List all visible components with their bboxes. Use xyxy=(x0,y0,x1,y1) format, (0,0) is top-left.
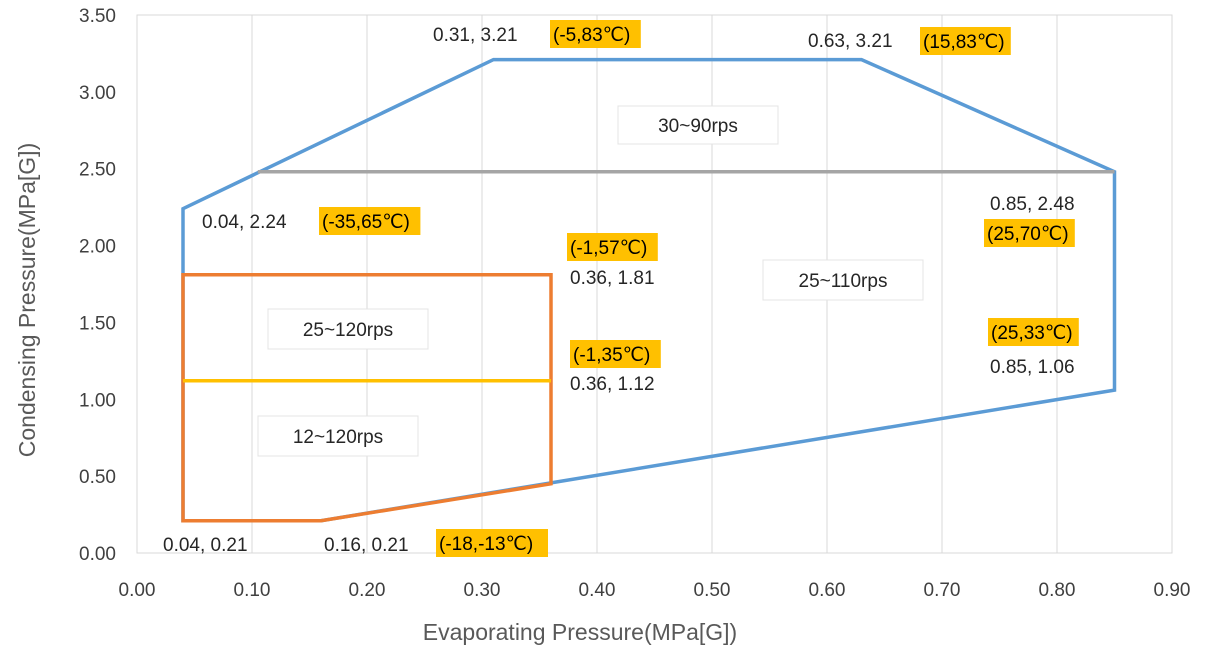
point-label: 0.85, 2.48 (25,70℃) xyxy=(984,194,1075,247)
point-label: 0.04, 2.24 (-35,65℃) xyxy=(202,207,421,235)
temperature-label: (-1,57℃) xyxy=(570,238,647,259)
region-label: 25~120rps xyxy=(267,308,429,350)
series-lines xyxy=(181,57,1117,523)
x-axis-tick-labels: 0.00 0.10 0.20 0.30 0.40 0.50 0.60 0.70 0.80 0.90 xyxy=(119,580,1191,601)
region-label-box xyxy=(762,259,924,301)
region-label-box xyxy=(617,105,779,145)
temperature-highlight xyxy=(984,219,1075,247)
temperature-label: (-18,-13℃) xyxy=(439,534,533,555)
temperature-highlight xyxy=(920,27,1011,55)
temperature-label: (-35,65℃) xyxy=(322,212,410,233)
x-tick-label: 0.60 xyxy=(809,580,846,601)
point-label: 0.36, 1.12 (-1,35℃) xyxy=(570,340,661,395)
region-label: 12~120rps xyxy=(257,415,419,457)
x-tick-label: 0.30 xyxy=(464,580,501,601)
point-coordinate-label: 0.04, 0.21 xyxy=(163,535,248,556)
region-label-box xyxy=(267,308,429,350)
point-label: 0.85, 1.06 (25,33℃) xyxy=(988,318,1079,378)
temperature-label: (15,83℃) xyxy=(923,32,1005,53)
x-tick-label: 0.50 xyxy=(694,580,731,601)
temperature-highlight xyxy=(567,233,658,261)
temperature-highlight xyxy=(550,20,641,48)
point-coordinate-label: 0.85, 1.06 xyxy=(990,357,1075,378)
temperature-highlight xyxy=(319,207,421,235)
point-coordinate-label: 0.36, 1.12 xyxy=(570,374,655,395)
temperature-label: (25,70℃) xyxy=(987,224,1069,245)
point-coordinate-label: 0.85, 2.48 xyxy=(990,194,1075,215)
temperature-highlight xyxy=(988,318,1079,346)
y-tick-label: 3.00 xyxy=(79,83,116,104)
plot-frame xyxy=(136,14,1173,554)
y-axis-tick-labels: 0.00 0.50 1.00 1.50 2.00 2.50 3.00 3.50 xyxy=(79,6,116,565)
point-coordinate-label: 0.31, 3.21 xyxy=(433,25,518,46)
plot-border xyxy=(136,14,1173,554)
point-coordinate-label: 0.36, 1.81 xyxy=(570,268,655,289)
x-tick-label: 0.40 xyxy=(579,580,616,601)
point-label: 0.04, 0.21 xyxy=(163,535,248,556)
region-label: 30~90rps xyxy=(617,105,779,145)
x-tick-label: 0.90 xyxy=(1154,580,1191,601)
temperature-label: (-1,35℃) xyxy=(573,345,650,366)
y-tick-label: 0.50 xyxy=(79,467,116,488)
x-axis-title: Evaporating Pressure(MPa[G]) xyxy=(423,619,737,645)
temperature-highlight xyxy=(436,529,548,557)
y-tick-label: 0.00 xyxy=(79,544,116,565)
y-axis-title: Condensing Pressure(MPa[G]) xyxy=(14,143,40,457)
point-coordinate-label: 0.63, 3.21 xyxy=(808,31,893,52)
x-tick-label: 0.70 xyxy=(924,580,961,601)
point-label: 0.36, 1.81 (-1,57℃) xyxy=(567,233,658,289)
region-label-text: 30~90rps xyxy=(658,116,738,137)
y-tick-label: 2.50 xyxy=(79,160,116,181)
y-tick-label: 1.50 xyxy=(79,313,116,334)
temperature-highlight xyxy=(570,340,661,368)
point-label: 0.16, 0.21 (-18,-13℃) xyxy=(324,529,548,557)
point-coordinate-label: 0.04, 2.24 xyxy=(202,212,287,233)
temperature-label: (-5,83℃) xyxy=(553,25,630,46)
y-tick-label: 1.00 xyxy=(79,390,116,411)
point-label: 0.31, 3.21 (-5,83℃) xyxy=(433,20,641,48)
point-labels: 0.04, 0.21 0.16, 0.21 (-18,-13℃) 0.04, 2.24… xyxy=(163,20,1079,557)
x-tick-label: 0.20 xyxy=(349,580,386,601)
x-tick-label: 0.80 xyxy=(1039,580,1076,601)
x-tick-label: 0.00 xyxy=(119,580,156,601)
region-labels: 30~90rps 25~110rps 25~120rps 12~120rps xyxy=(257,105,924,457)
y-tick-label: 2.00 xyxy=(79,237,116,258)
region-label-text: 25~110rps xyxy=(799,271,888,292)
point-label: 0.63, 3.21 (15,83℃) xyxy=(808,27,1011,55)
x-tick-label: 0.10 xyxy=(234,580,271,601)
region-label-text: 25~120rps xyxy=(303,320,393,341)
point-coordinate-label: 0.16, 0.21 xyxy=(324,535,409,556)
y-tick-label: 3.50 xyxy=(79,6,116,27)
temperature-label: (25,33℃) xyxy=(991,323,1073,344)
region-label-box xyxy=(257,415,419,457)
region-label-text: 12~120rps xyxy=(293,427,383,448)
region-label: 25~110rps xyxy=(762,259,924,301)
